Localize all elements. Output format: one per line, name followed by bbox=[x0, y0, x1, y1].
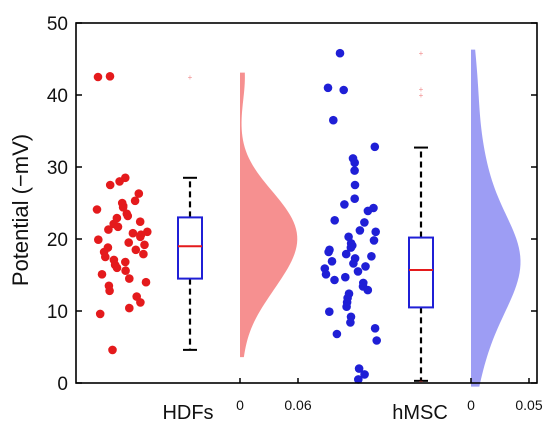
density-tick-hmsc-0: 0 bbox=[467, 397, 475, 413]
density-tick-hmsc-max: 0.05 bbox=[515, 397, 542, 413]
data-point-hdfs bbox=[139, 249, 148, 259]
data-point-hmsc bbox=[332, 329, 342, 339]
data-point-hmsc bbox=[354, 364, 364, 373]
y-tick-label: 10 bbox=[47, 302, 68, 323]
data-point-hmsc bbox=[372, 336, 382, 345]
data-point-hdfs bbox=[93, 72, 103, 82]
data-point-hmsc bbox=[335, 48, 345, 58]
data-point-hmsc bbox=[371, 227, 381, 237]
data-point-hmsc bbox=[354, 375, 363, 384]
y-tick-label: 0 bbox=[57, 374, 68, 395]
density-cloud-hmsc bbox=[471, 49, 521, 387]
data-point-hdfs bbox=[121, 257, 130, 267]
data-point-hmsc bbox=[340, 200, 349, 209]
data-point-hdfs bbox=[105, 180, 115, 190]
data-point-hdfs bbox=[134, 189, 144, 198]
y-tick-label: 40 bbox=[47, 86, 68, 107]
data-point-hdfs bbox=[136, 298, 145, 307]
data-point-hdfs bbox=[131, 245, 141, 255]
outlier-marker-hdfs: + bbox=[188, 73, 193, 82]
outlier-marker-hmsc: + bbox=[419, 377, 424, 386]
box-hmsc bbox=[408, 236, 434, 309]
density-cloud-hdfs bbox=[240, 72, 298, 358]
data-point-hdfs bbox=[125, 274, 134, 283]
plot-area: +++++ bbox=[92, 48, 521, 387]
data-point-hmsc bbox=[355, 226, 365, 235]
data-point-hdfs bbox=[121, 266, 130, 276]
data-point-hdfs bbox=[101, 252, 110, 262]
data-point-hdfs bbox=[115, 177, 124, 186]
data-point-hmsc bbox=[346, 243, 356, 252]
data-point-hmsc bbox=[363, 206, 373, 216]
data-point-hdfs bbox=[112, 263, 122, 273]
data-point-hdfs bbox=[118, 203, 128, 212]
data-point-hmsc bbox=[329, 115, 338, 125]
data-point-hdfs bbox=[104, 225, 113, 234]
data-point-hdfs bbox=[141, 277, 151, 287]
data-point-hmsc bbox=[323, 83, 333, 93]
data-point-hdfs bbox=[123, 211, 133, 221]
data-point-hmsc bbox=[321, 270, 331, 279]
data-point-hmsc bbox=[330, 216, 340, 225]
data-point-hmsc bbox=[346, 318, 355, 327]
data-point-hmsc bbox=[353, 267, 363, 276]
data-point-hdfs bbox=[135, 217, 145, 226]
data-point-hdfs bbox=[94, 235, 103, 244]
data-point-hdfs bbox=[130, 196, 140, 206]
data-point-hmsc bbox=[370, 324, 380, 333]
plot-frame bbox=[75, 22, 538, 384]
group-label-hmsc: hMSC bbox=[392, 402, 448, 424]
data-point-hmsc bbox=[330, 275, 339, 285]
data-point-hmsc bbox=[325, 307, 334, 317]
outlier-marker-hmsc: + bbox=[419, 49, 424, 58]
outlier-marker-hmsc: + bbox=[419, 91, 424, 100]
y-tick-label: 30 bbox=[47, 158, 68, 179]
data-point-hmsc bbox=[367, 251, 376, 261]
data-point-hdfs bbox=[113, 222, 123, 232]
data-point-hdfs bbox=[140, 240, 149, 250]
axes: 0 0.06 0 0.05 0 10 20 30 40 50 bbox=[47, 14, 543, 413]
data-point-hdfs bbox=[97, 270, 107, 279]
density-tick-hdfs-0: 0 bbox=[236, 397, 244, 413]
y-tick-label: 20 bbox=[47, 230, 68, 251]
data-point-hmsc bbox=[349, 259, 358, 268]
data-point-hdfs bbox=[95, 309, 105, 319]
data-point-hdfs bbox=[136, 232, 145, 242]
data-point-hdfs bbox=[92, 205, 102, 214]
data-point-hmsc bbox=[360, 370, 369, 379]
data-point-hmsc bbox=[341, 249, 351, 259]
data-point-hmsc bbox=[341, 272, 350, 282]
data-point-hmsc bbox=[342, 302, 351, 312]
data-point-hmsc bbox=[361, 262, 370, 271]
data-point-hmsc bbox=[350, 158, 360, 167]
data-point-hmsc bbox=[369, 236, 379, 245]
data-point-hmsc bbox=[363, 285, 373, 295]
y-axis-label: Potential (−mV) bbox=[8, 134, 33, 286]
data-point-hmsc bbox=[344, 232, 353, 242]
data-point-hdfs bbox=[108, 345, 117, 355]
data-point-hdfs bbox=[128, 228, 138, 238]
data-point-hdfs bbox=[105, 72, 115, 81]
outlier-marker-hmsc: + bbox=[419, 85, 424, 94]
data-point-hmsc bbox=[370, 142, 380, 152]
data-point-hmsc bbox=[350, 194, 360, 203]
box-hdfs bbox=[177, 216, 203, 280]
data-point-hmsc bbox=[350, 166, 359, 175]
data-point-hmsc bbox=[360, 218, 369, 227]
data-point-hdfs bbox=[124, 238, 133, 247]
group-label-hdfs: HDFs bbox=[162, 402, 213, 424]
data-point-hmsc bbox=[324, 247, 333, 257]
data-point-hmsc bbox=[327, 257, 337, 266]
data-point-hdfs bbox=[105, 286, 114, 296]
y-tick-label: 50 bbox=[47, 14, 68, 35]
data-point-hmsc bbox=[339, 85, 349, 95]
data-point-hmsc bbox=[350, 180, 360, 190]
data-point-hdfs bbox=[125, 303, 134, 313]
density-tick-hdfs-max: 0.06 bbox=[284, 397, 311, 413]
